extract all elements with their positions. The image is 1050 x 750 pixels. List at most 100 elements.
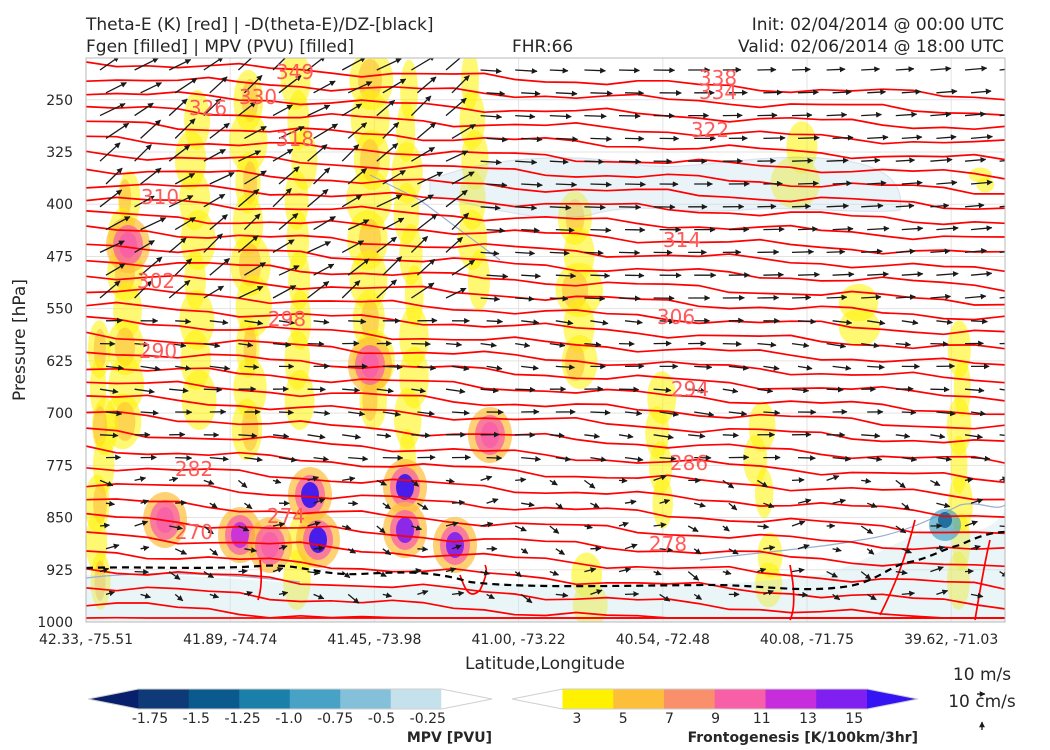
y-tick-label: 250 [46,93,73,109]
wind-vector [999,388,1005,391]
wind-vector [174,118,196,139]
wind-vector [521,501,535,508]
wind-vector [515,159,538,166]
wind-vector [99,58,120,71]
wind-vector [791,477,805,483]
theta-e-label: 274 [267,504,305,528]
wind-vector [826,475,840,482]
wind-vector [451,499,466,506]
wind-vector [105,216,131,231]
wind-vector [347,547,357,554]
wind-vector [964,387,985,394]
wind-vector [590,456,607,463]
wind-vector [341,571,351,579]
wind-vector [313,455,329,462]
wind-vector [970,225,993,232]
wind-vector [278,456,298,463]
wind-vector [140,167,162,185]
wind-vector [624,543,638,550]
wind-vector [936,179,958,186]
wind-vector [105,364,124,371]
wind-vector [272,341,292,348]
wind-vector [999,159,1005,162]
wind-vector [895,479,906,489]
wind-vector [653,434,674,440]
wind-vector [867,180,887,187]
wind-vector [797,544,810,550]
wind-vector [140,119,161,139]
wind-vector [590,319,609,326]
wind-vector [1006,273,1025,275]
wind-vector [174,216,197,231]
wind-vector [901,134,923,141]
wind-vector [590,409,611,416]
wind-vector [105,82,127,94]
wind-vector [791,520,806,527]
theta-e-label: 278 [649,532,687,556]
title-left-2: Fgen [filled] | MPV (PVU) [filled] [86,37,355,57]
wind-vector [722,525,730,532]
wind-vector [757,523,770,530]
colorbar-swatch [511,688,563,710]
wind-vector [445,341,463,348]
wind-vector [659,411,679,417]
wind-vector [521,364,539,371]
theta-e-contour [86,168,1005,211]
wind-vector [272,285,297,299]
wind-vector [480,342,497,348]
wind-vector [757,341,777,348]
wind-vector [832,271,855,278]
wind-vector [555,136,579,143]
colorbar-tick: -1.75 [132,711,168,727]
wind-vector [376,99,396,117]
colorbar-swatch [664,688,716,710]
wind-vector [168,279,191,299]
wind-vector [203,571,214,579]
wind-vector [203,233,223,253]
wind-vector [480,521,494,528]
wind-vector [584,523,593,530]
wind-vector [175,318,192,325]
wind-vector [797,271,821,278]
wind-vector [174,258,193,276]
wind-vector [860,571,872,580]
wind-vector [584,249,604,256]
wind-vector [826,342,847,349]
wind-vector [590,272,611,279]
wind-vector [203,525,214,535]
wind-vector [416,76,437,94]
wind-vector [722,432,739,439]
colorbar-swatch [138,688,190,710]
wind-vector [999,251,1005,254]
wind-vector [382,592,393,599]
wind-vector [555,548,565,556]
wind-vector [555,272,577,279]
wind-vector [832,134,854,141]
wind-vector [930,479,941,487]
wind-vector [307,569,321,576]
wind-vector [832,498,846,505]
wind-vector [659,546,673,553]
wind-vector [313,263,335,276]
wind-vector [411,341,431,347]
colorbar-swatch [390,688,442,710]
wind-vector [791,203,812,210]
wind-vector [930,433,946,440]
colorbar-tick: -1.25 [224,711,260,727]
wind-vector [278,213,299,231]
wind-vector [209,214,228,231]
wind-vector [203,98,222,117]
wind-vector [347,122,368,139]
wind-vector [209,502,218,509]
wind-vector [410,95,432,117]
wind-vector [411,524,423,531]
colorbar-tick: 15 [845,711,863,727]
wind-vector [930,248,951,255]
wind-vector [134,388,155,395]
wind-vector [134,520,149,527]
x-tick-label: 39.62, -71.03 [904,632,998,648]
theta-e-label: 298 [268,307,306,331]
wind-vector [549,113,572,120]
wind-vector [970,318,988,325]
colorbar-swatch [289,688,341,710]
